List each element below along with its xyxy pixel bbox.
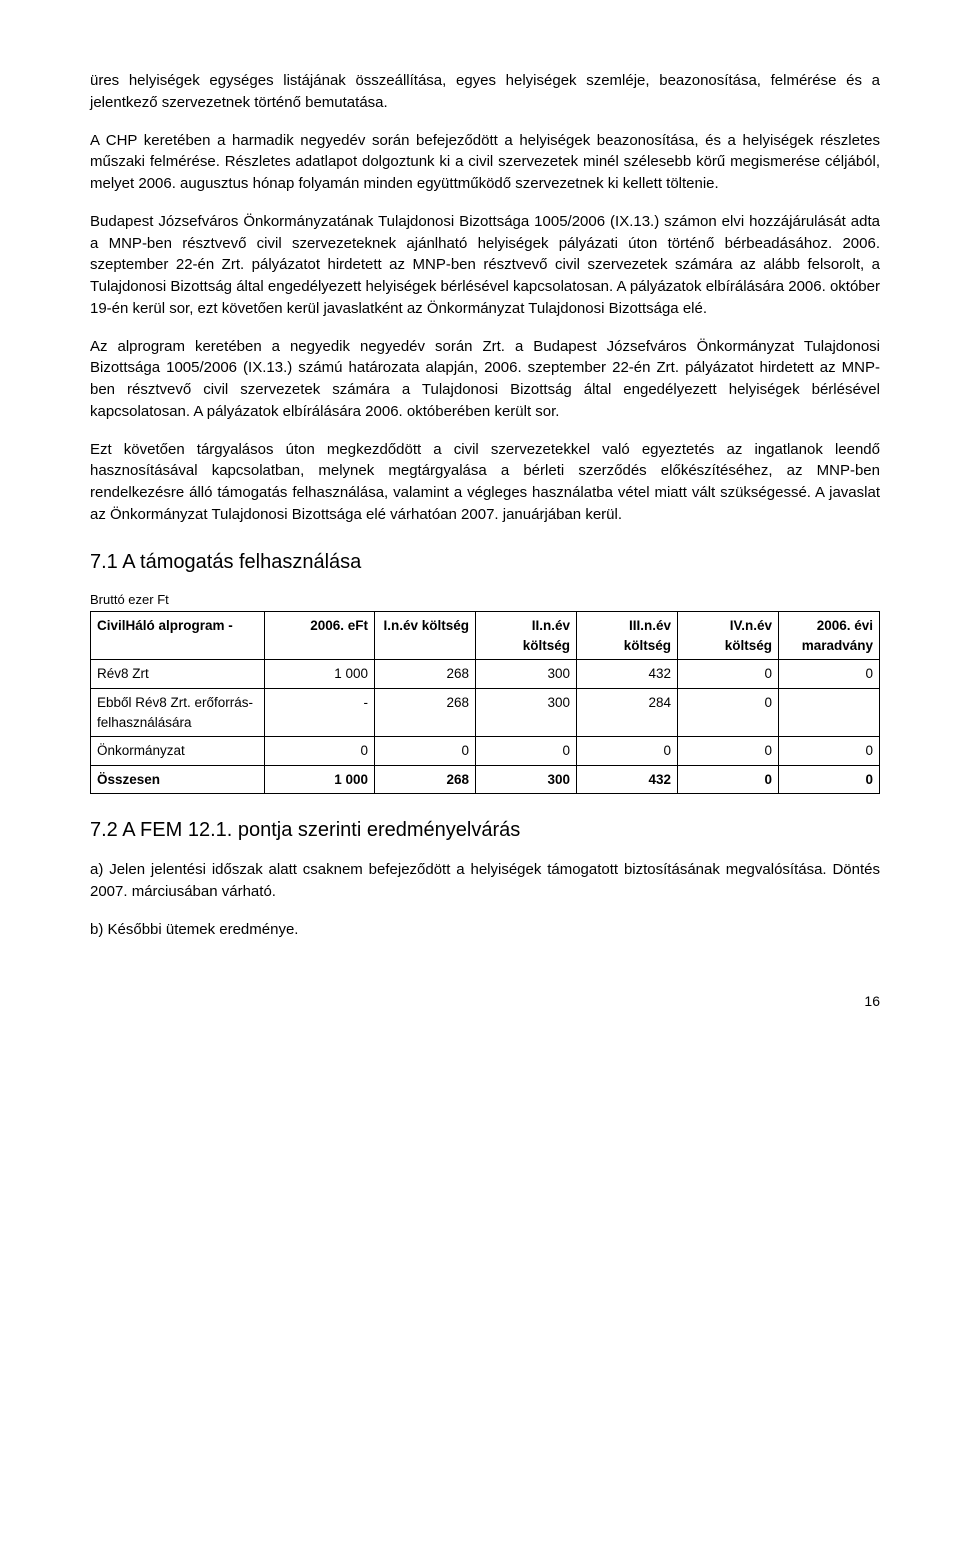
table-cell: 0	[677, 765, 778, 794]
table-cell: Önkormányzat	[91, 737, 265, 766]
table-cell: Rév8 Zrt	[91, 660, 265, 689]
table-cell: 300	[476, 689, 577, 737]
table-cell: 300	[476, 660, 577, 689]
col-header: CivilHáló alprogram -	[91, 612, 265, 660]
table-cell: 1 000	[264, 765, 374, 794]
paragraph: Ezt követően tárgyalásos úton megkezdődö…	[90, 439, 880, 526]
table-cell: 0	[677, 660, 778, 689]
section-heading-7-2: 7.2 A FEM 12.1. pontja szerinti eredmény…	[90, 816, 880, 845]
funding-table: CivilHáló alprogram - 2006. eFt I.n.év k…	[90, 611, 880, 794]
col-header: II.n.év költség	[476, 612, 577, 660]
table-cell: 284	[577, 689, 678, 737]
col-header: III.n.év költség	[577, 612, 678, 660]
col-header: IV.n.év költség	[677, 612, 778, 660]
table-cell: 0	[778, 737, 879, 766]
table-cell: 1 000	[264, 660, 374, 689]
table-cell	[778, 689, 879, 737]
table-cell: 268	[375, 765, 476, 794]
paragraph: A CHP keretében a harmadik negyedév sorá…	[90, 130, 880, 195]
table-cell: Összesen	[91, 765, 265, 794]
paragraph: Budapest Józsefváros Önkormányzatának Tu…	[90, 211, 880, 320]
table-cell: 0	[778, 765, 879, 794]
paragraph: üres helyiségek egységes listájának össz…	[90, 70, 880, 114]
table-cell: 300	[476, 765, 577, 794]
paragraph: Az alprogram keretében a negyedik negyed…	[90, 336, 880, 423]
result-item-b: b) Későbbi ütemek eredménye.	[90, 919, 880, 941]
table-cell: 268	[375, 689, 476, 737]
col-header: 2006. eFt	[264, 612, 374, 660]
table-cell: 0	[264, 737, 374, 766]
result-item-a: a) Jelen jelentési időszak alatt csaknem…	[90, 859, 880, 903]
table-cell: 432	[577, 765, 678, 794]
table-cell: 432	[577, 660, 678, 689]
table-cell: 0	[677, 689, 778, 737]
table-cell: Ebből Rév8 Zrt. erőforrás-felhasználásár…	[91, 689, 265, 737]
section-heading-7-1: 7.1 A támogatás felhasználása	[90, 548, 880, 577]
page-number: 16	[90, 991, 880, 1011]
table-caption: Bruttó ezer Ft	[90, 591, 880, 610]
table-cell: 0	[677, 737, 778, 766]
table-cell: 268	[375, 660, 476, 689]
table-cell: -	[264, 689, 374, 737]
table-cell: 0	[476, 737, 577, 766]
table-cell: 0	[778, 660, 879, 689]
table-cell: 0	[577, 737, 678, 766]
col-header: 2006. évi maradvány	[778, 612, 879, 660]
col-header: I.n.év költség	[375, 612, 476, 660]
table-cell: 0	[375, 737, 476, 766]
